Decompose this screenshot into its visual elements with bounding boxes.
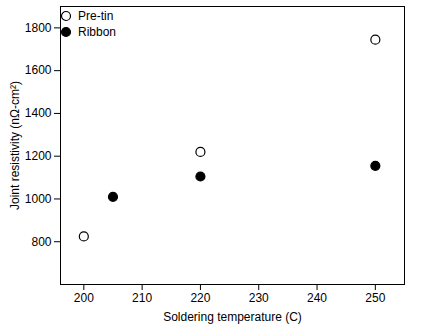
svg-text:220: 220 (190, 291, 210, 305)
svg-text:1000: 1000 (25, 192, 52, 206)
svg-text:210: 210 (132, 291, 152, 305)
svg-text:1400: 1400 (25, 106, 52, 120)
svg-text:Soldering temperature (C): Soldering temperature (C) (163, 310, 302, 324)
svg-text:240: 240 (307, 291, 327, 305)
svg-text:200: 200 (74, 291, 94, 305)
svg-text:1200: 1200 (25, 149, 52, 163)
svg-text:1800: 1800 (25, 21, 52, 35)
html-text:Pre-tin: Pre-tin (78, 9, 114, 23)
svg-text:230: 230 (249, 291, 269, 305)
svg-text:800: 800 (31, 235, 51, 249)
svg-text:Joint resistivity (nΩ-cm²): Joint resistivity (nΩ-cm²) (8, 81, 22, 210)
html-text:Ribbon: Ribbon (78, 25, 116, 39)
svg-text:1600: 1600 (25, 63, 52, 77)
svg-text:250: 250 (365, 291, 385, 305)
